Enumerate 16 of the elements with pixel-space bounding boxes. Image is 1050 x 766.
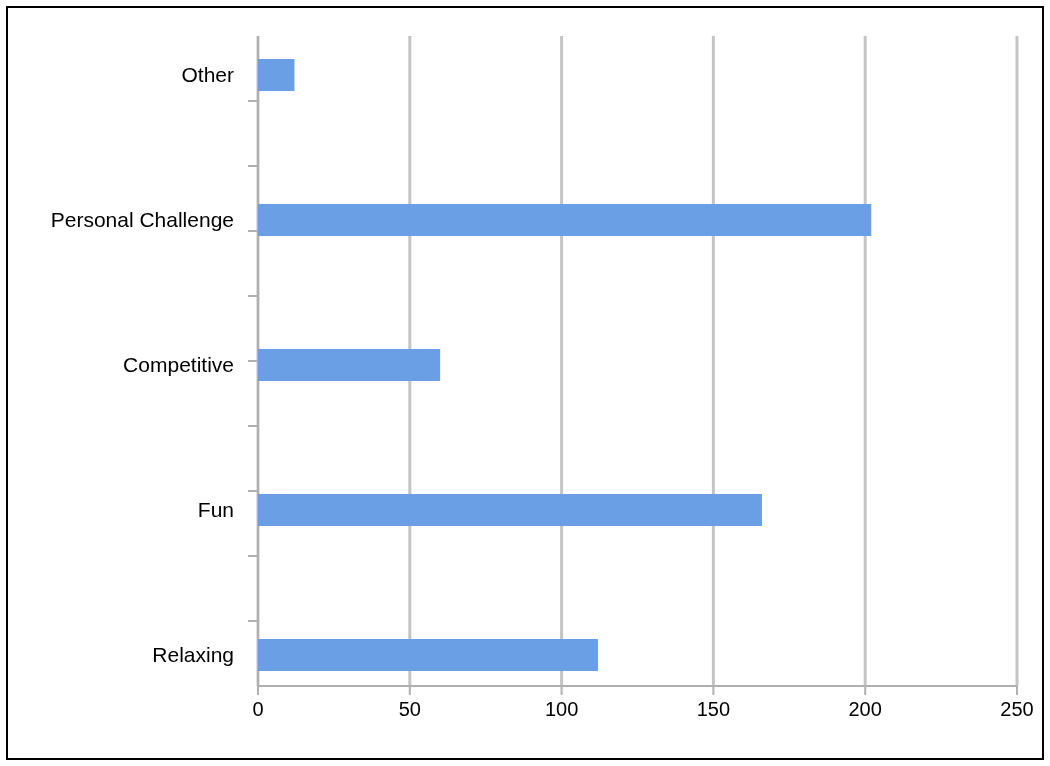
bar: [258, 639, 599, 671]
x-tick-label: 150: [696, 698, 731, 720]
x-tick-label: 250: [1000, 698, 1034, 720]
bar: [258, 204, 872, 236]
y-tick-label: Other: [181, 63, 234, 87]
x-tick-label: 100: [544, 698, 579, 720]
y-tick-label: Competitive: [123, 353, 234, 377]
y-tick-label: Relaxing: [152, 643, 234, 667]
x-tick-label: 200: [848, 698, 882, 720]
x-tick-label: 50: [398, 698, 421, 720]
y-tick-label: Fun: [197, 498, 234, 522]
bar: [258, 349, 441, 381]
bar: [258, 59, 295, 91]
bar: [258, 494, 762, 526]
y-tick-label: Personal Challenge: [50, 208, 234, 232]
x-tick-label: 0: [252, 698, 264, 720]
